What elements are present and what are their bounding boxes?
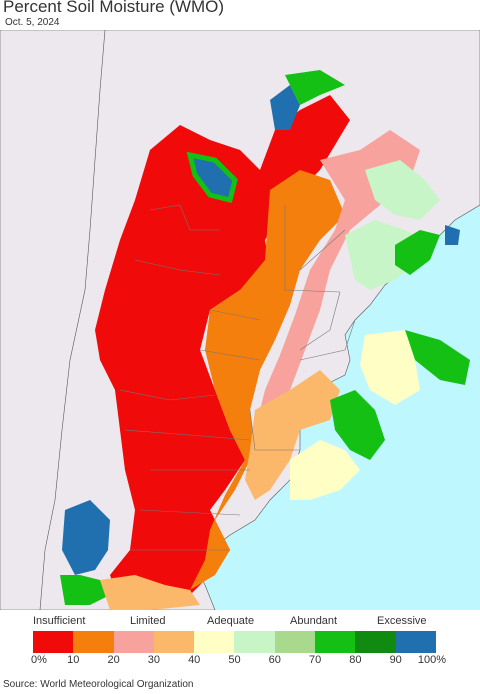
legend-swatch-0 [33, 631, 74, 653]
legend-tick-label: 10 [67, 654, 80, 666]
legend-category-row: Insufficient Limited Adequate Abundant E… [0, 615, 480, 629]
legend-tick-label: 40 [188, 654, 201, 666]
legend-swatch-6 [274, 631, 316, 653]
legend-tick-label: 90 [389, 654, 402, 666]
region-lightgreen-north-paraguay [365, 160, 440, 220]
region-green-patagonia [60, 575, 110, 605]
legend-tick-label: 50 [228, 654, 241, 666]
legend-tick-label: 100% [417, 654, 447, 666]
legend-tick-label: 60 [268, 654, 281, 666]
region-orange-central [190, 170, 345, 590]
source-credit: Source: World Meteorological Organizatio… [3, 679, 194, 690]
legend-tick-label: 20 [107, 654, 120, 666]
soil-moisture-map [0, 30, 480, 610]
map-title: Percent Soil Moisture (WMO) [3, 0, 225, 16]
region-green-north [285, 70, 345, 105]
legend-swatch-8 [355, 631, 396, 653]
legend-category-excessive: Excessive [377, 615, 427, 627]
region-lightorange-pampa [245, 370, 340, 500]
legend-category-insufficient: Insufficient [33, 615, 86, 627]
region-yellow-pampa [290, 440, 360, 500]
region-lightorange-south [100, 575, 200, 610]
region-red-north [95, 95, 350, 605]
legend-swatch-7 [315, 631, 356, 653]
region-lightgreen-mesopotamia [345, 220, 425, 290]
legend-category-limited: Limited [130, 615, 166, 627]
legend-tick-label: 30 [147, 654, 161, 666]
chile-coast-strip [0, 30, 106, 610]
legend-tick-label: 70 [308, 654, 322, 666]
legend-tick-row: 0% 10 20 30 40 50 60 70 80 90 100% [0, 654, 480, 668]
legend-swatch-5 [234, 631, 275, 653]
legend-tick-label: 0% [31, 654, 47, 666]
region-blue-patagonia [62, 500, 110, 575]
legend-swatch-3 [153, 631, 195, 653]
region-blue-east [445, 225, 460, 245]
province-borders [119, 204, 356, 551]
region-green-bolivia-ring [186, 151, 238, 204]
legend-tick-label: 80 [349, 654, 362, 666]
region-green-east-coast [330, 390, 385, 460]
legend-swatch-2 [113, 631, 154, 653]
legend-swatch-9 [395, 631, 436, 653]
region-blue-bolivia [190, 155, 235, 200]
legend-swatch-1 [73, 631, 114, 653]
legend-category-adequate: Adequate [207, 615, 255, 627]
region-green-misiones [395, 230, 440, 275]
legend-category-abundant: Abundant [290, 615, 338, 627]
region-green-uruguay [405, 330, 470, 385]
legend-color-bar [33, 631, 436, 653]
region-blue-north [270, 85, 300, 130]
legend-swatch-4 [194, 631, 235, 653]
map-date: Oct. 5, 2024 [5, 17, 60, 28]
region-yellow-uruguay [360, 330, 420, 405]
